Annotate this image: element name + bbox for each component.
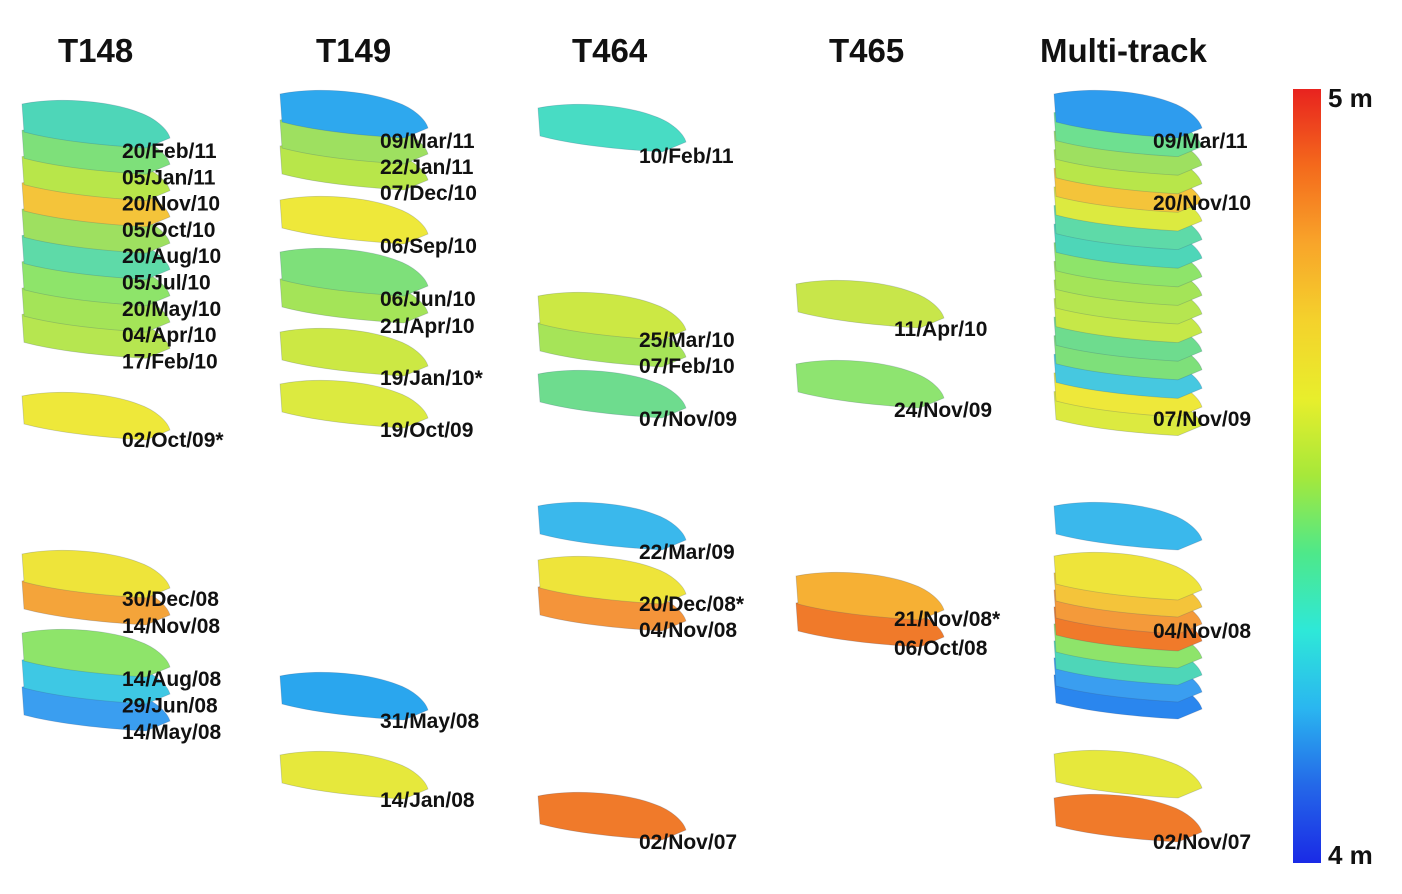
acquisition-date-label: 07/Nov/09: [639, 408, 737, 431]
track-title-t148: T148: [58, 32, 133, 69]
elevation-layer: [21, 391, 171, 441]
acquisition-date-label: 22/Mar/09: [639, 541, 735, 564]
elevation-layer: [537, 103, 687, 153]
elevation-layer: [279, 247, 429, 297]
track-title-t149: T149: [316, 32, 391, 69]
elevation-layer: [1053, 793, 1203, 843]
elevation-layer: [279, 195, 429, 245]
acquisition-date-label: 11/Apr/10: [894, 318, 987, 341]
track-title-t464: T464: [572, 32, 648, 69]
acquisition-date-label: 20/Feb/11: [122, 140, 217, 163]
elevation-layer: [279, 750, 429, 800]
acquisition-date-label: 14/Nov/08: [122, 615, 220, 638]
acquisition-date-label: 04/Nov/08: [1153, 620, 1251, 643]
acquisition-date-label: 04/Apr/10: [122, 324, 217, 347]
acquisition-date-label: 05/Oct/10: [122, 219, 215, 242]
elevation-layer: [795, 571, 945, 621]
acquisition-date-label: 02/Nov/07: [1153, 831, 1251, 854]
elevation-layer: [279, 89, 429, 139]
acquisition-date-label: 17/Feb/10: [122, 350, 218, 373]
acquisition-date-label: 20/May/10: [122, 298, 221, 321]
acquisition-date-label: 25/Mar/10: [639, 329, 735, 352]
acquisition-date-label: 10/Feb/11: [639, 145, 734, 168]
acquisition-date-label: 20/Nov/10: [1153, 192, 1251, 215]
elevation-layer: [1053, 89, 1203, 139]
acquisition-date-label: 07/Nov/09: [1153, 408, 1251, 431]
acquisition-date-label: 24/Nov/09: [894, 399, 992, 422]
acquisition-date-label: 02/Oct/09*: [122, 429, 224, 452]
elevation-layer: [279, 379, 429, 429]
elevation-layer: [279, 671, 429, 721]
acquisition-date-label: 07/Feb/10: [639, 355, 735, 378]
elevation-layer: [795, 279, 945, 329]
acquisition-date-label: 09/Mar/11: [1153, 130, 1248, 153]
acquisition-date-label: 22/Jan/11: [380, 156, 474, 179]
acquisition-date-label: 20/Nov/10: [122, 193, 220, 216]
acquisition-date-label: 29/Jun/08: [122, 695, 218, 718]
acquisition-date-label: 21/Apr/10: [380, 315, 475, 338]
acquisition-date-label: 04/Nov/08: [639, 619, 737, 642]
acquisition-date-label: 21/Nov/08*: [894, 608, 1001, 631]
acquisition-date-label: 19/Oct/09: [380, 419, 473, 442]
elevation-layer: [795, 359, 945, 409]
acquisition-date-label: 30/Dec/08: [122, 588, 219, 611]
acquisition-date-label: 20/Aug/10: [122, 245, 221, 268]
acquisition-date-label: 06/Jun/10: [380, 288, 476, 311]
acquisition-date-label: 05/Jul/10: [122, 272, 211, 295]
track-title-t465: T465: [829, 32, 904, 69]
elevation-layer: [1053, 551, 1203, 601]
acquisition-date-label: 19/Jan/10*: [380, 367, 484, 390]
elevation-layer: [279, 327, 429, 377]
elevation-layer: [537, 501, 687, 551]
elevation-layer: [1053, 501, 1203, 551]
acquisition-date-label: 07/Dec/10: [380, 182, 477, 205]
acquisition-date-label: 31/May/08: [380, 710, 480, 733]
colorbar-max-label: 5 m: [1328, 83, 1373, 113]
acquisition-date-label: 14/May/08: [122, 721, 222, 744]
acquisition-date-label: 02/Nov/07: [639, 831, 737, 854]
track-title-multi-track: Multi-track: [1040, 32, 1208, 69]
elevation-layer: [537, 291, 687, 341]
elevation-layer: [537, 369, 687, 419]
acquisition-date-label: 14/Aug/08: [122, 668, 222, 691]
elevation-layer: [21, 99, 171, 149]
elevation-layer: [537, 555, 687, 605]
acquisition-date-label: 05/Jan/11: [122, 166, 216, 189]
acquisition-date-label: 06/Sep/10: [380, 235, 477, 258]
colorbar-min-label: 4 m: [1328, 840, 1373, 870]
elevation-layer: [1053, 749, 1203, 799]
colorbar: [1293, 89, 1321, 863]
acquisition-date-label: 20/Dec/08*: [639, 593, 745, 616]
elevation-layer: [537, 791, 687, 841]
layer-stacks: 20/Feb/11 05/Jan/11 20/Nov/10 05/Oct/10 20/A…: [21, 89, 1251, 854]
acquisition-date-label: 06/Oct/08: [894, 637, 988, 660]
elevation-layer: [21, 628, 171, 678]
elevation-layer: [21, 549, 171, 599]
acquisition-date-label: 14/Jan/08: [380, 789, 475, 812]
acquisition-date-label: 09/Mar/11: [380, 130, 475, 153]
